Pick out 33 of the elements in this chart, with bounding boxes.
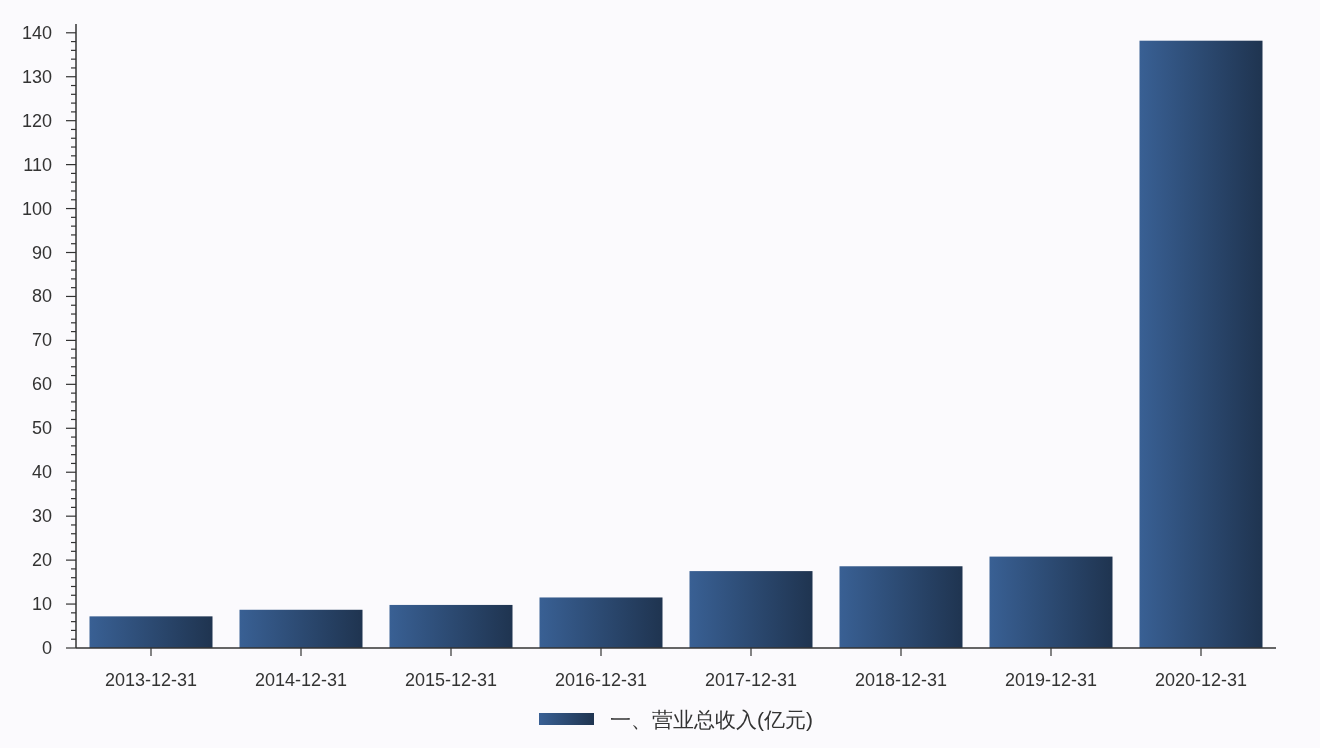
x-tick-label: 2019-12-31 xyxy=(1004,670,1098,690)
y-tick-label: 70 xyxy=(31,330,52,351)
bar xyxy=(989,556,1113,648)
bar xyxy=(1139,40,1263,648)
legend: 一、营业总收入(亿元) xyxy=(539,707,813,731)
x-tick-label: 2020-12-31 xyxy=(1154,670,1248,690)
x-tick-label: 2015-12-31 xyxy=(404,670,498,690)
x-tick-label: 2014-12-31 xyxy=(254,670,348,690)
y-tick-label: 10 xyxy=(31,594,52,615)
y-tick-label: 80 xyxy=(31,286,52,307)
bar xyxy=(539,597,663,648)
bar xyxy=(389,604,513,648)
x-tick-label: 2018-12-31 xyxy=(854,670,948,690)
x-tick-label: 2013-12-31 xyxy=(104,670,198,690)
bar xyxy=(239,609,363,648)
y-tick-label: 40 xyxy=(31,462,52,483)
x-tick-label: 2016-12-31 xyxy=(554,670,648,690)
y-tick-label: 30 xyxy=(31,506,52,527)
y-tick-label: 100 xyxy=(21,198,52,219)
y-tick-label: 50 xyxy=(31,418,52,439)
y-tick-label: 120 xyxy=(21,110,52,131)
y-tick-label: 130 xyxy=(21,66,52,87)
bar xyxy=(839,566,963,648)
bar xyxy=(689,571,813,648)
y-tick-label: 0 xyxy=(41,638,52,658)
legend-label: 一、营业总收入(亿元) xyxy=(610,707,813,731)
y-tick-label: 110 xyxy=(23,154,52,175)
y-tick-label: 60 xyxy=(31,374,52,395)
y-tick-label: 90 xyxy=(31,242,52,263)
bar xyxy=(89,616,213,648)
x-tick-label: 2017-12-31 xyxy=(704,670,798,690)
y-tick-label: 140 xyxy=(21,22,52,43)
y-tick-label: 20 xyxy=(31,550,52,571)
